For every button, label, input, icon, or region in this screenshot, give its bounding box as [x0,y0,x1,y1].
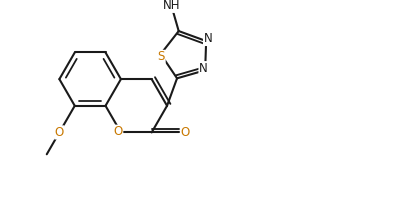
Text: O: O [181,126,190,139]
Text: S: S [158,50,165,63]
Text: NH: NH [163,0,180,12]
Text: O: O [113,125,123,138]
Text: O: O [55,126,64,139]
Text: N: N [204,32,212,46]
Text: N: N [199,62,208,75]
